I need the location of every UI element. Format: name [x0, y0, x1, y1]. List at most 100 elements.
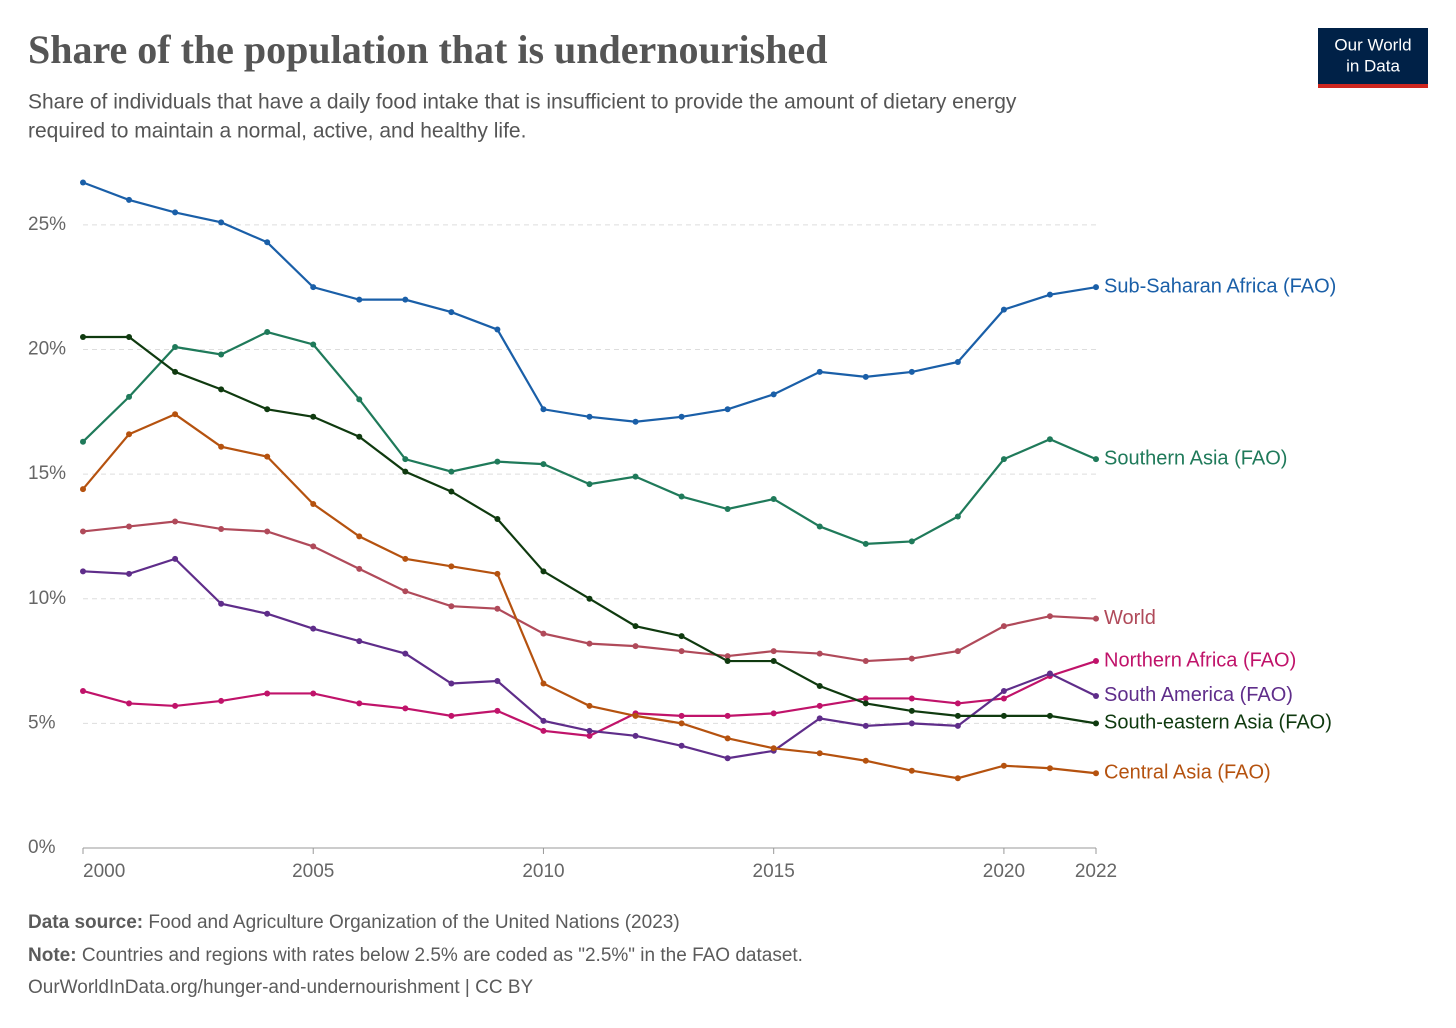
- point: [586, 595, 593, 602]
- point: [770, 496, 777, 503]
- logo-text: in Data: [1346, 56, 1400, 75]
- point: [678, 742, 685, 749]
- point: [724, 406, 731, 413]
- point: [264, 329, 271, 336]
- point: [356, 565, 363, 572]
- point: [80, 438, 86, 445]
- point: [1093, 615, 1099, 622]
- source: Data source: Food and Agriculture Organi…: [28, 912, 680, 933]
- point: [218, 600, 225, 607]
- point: [908, 538, 915, 545]
- point: [448, 468, 455, 475]
- point: [632, 623, 639, 630]
- point: [586, 732, 593, 739]
- point: [862, 373, 869, 380]
- point: [540, 630, 547, 637]
- point: [632, 418, 639, 425]
- point: [1093, 658, 1099, 665]
- point: [218, 219, 225, 226]
- point: [356, 700, 363, 707]
- point: [1000, 456, 1007, 463]
- point: [1000, 762, 1007, 769]
- point: [494, 677, 501, 684]
- x-tick-label: 2000: [83, 861, 125, 882]
- point: [632, 643, 639, 650]
- point: [264, 239, 271, 246]
- y-tick-label: 20%: [28, 338, 66, 359]
- point: [1000, 712, 1007, 719]
- point: [954, 775, 961, 782]
- point: [172, 411, 179, 418]
- point: [1046, 291, 1053, 298]
- point: [770, 648, 777, 655]
- url: OurWorldInData.org/hunger-and-undernouri…: [28, 977, 533, 998]
- point: [540, 680, 547, 687]
- point: [448, 712, 455, 719]
- point: [310, 284, 317, 291]
- point: [816, 523, 823, 530]
- legend-label: Northern Africa (FAO): [1104, 649, 1296, 671]
- point: [816, 702, 823, 709]
- y-tick-label: 0%: [28, 837, 56, 858]
- point: [1046, 712, 1053, 719]
- point: [80, 687, 86, 694]
- y-tick-label: 5%: [28, 712, 56, 733]
- legend-label: Central Asia (FAO): [1104, 762, 1271, 784]
- point: [126, 431, 133, 438]
- point: [816, 715, 823, 722]
- point: [218, 351, 225, 358]
- point: [264, 690, 271, 697]
- point: [402, 588, 409, 595]
- point: [678, 493, 685, 500]
- point: [80, 179, 86, 186]
- point: [126, 196, 133, 203]
- y-tick-label: 10%: [28, 588, 66, 609]
- point: [448, 603, 455, 610]
- point: [218, 697, 225, 704]
- x-tick-label: 2005: [292, 861, 334, 882]
- point: [494, 326, 501, 333]
- point: [402, 555, 409, 562]
- point: [908, 720, 915, 727]
- point: [310, 413, 317, 420]
- point: [126, 700, 133, 707]
- point: [908, 707, 915, 714]
- point: [724, 653, 731, 660]
- point: [1093, 770, 1099, 777]
- point: [494, 570, 501, 577]
- point: [402, 468, 409, 475]
- point: [172, 343, 179, 350]
- point: [954, 358, 961, 365]
- point: [310, 341, 317, 348]
- point: [402, 456, 409, 463]
- source-text: Food and Agriculture Organization of the…: [148, 912, 679, 933]
- point: [356, 296, 363, 303]
- point: [678, 712, 685, 719]
- note: Note: Countries and regions with rates b…: [28, 945, 803, 966]
- point: [172, 555, 179, 562]
- point: [1093, 692, 1099, 699]
- point: [402, 705, 409, 712]
- point: [724, 712, 731, 719]
- point: [1046, 613, 1053, 620]
- point: [448, 488, 455, 495]
- point: [172, 518, 179, 525]
- point: [678, 633, 685, 640]
- point: [540, 727, 547, 734]
- y-tick-label: 25%: [28, 214, 66, 235]
- point: [80, 486, 86, 493]
- point: [218, 386, 225, 393]
- point: [126, 393, 133, 400]
- legend-label: South America (FAO): [1104, 684, 1293, 706]
- logo-text: Our World: [1334, 35, 1411, 54]
- point: [310, 501, 317, 508]
- point: [816, 682, 823, 689]
- point: [1093, 720, 1099, 727]
- x-tick-label: 2022: [1075, 861, 1117, 882]
- point: [862, 757, 869, 764]
- point: [770, 745, 777, 752]
- point: [908, 368, 915, 375]
- point: [954, 700, 961, 707]
- point: [172, 368, 179, 375]
- point: [586, 727, 593, 734]
